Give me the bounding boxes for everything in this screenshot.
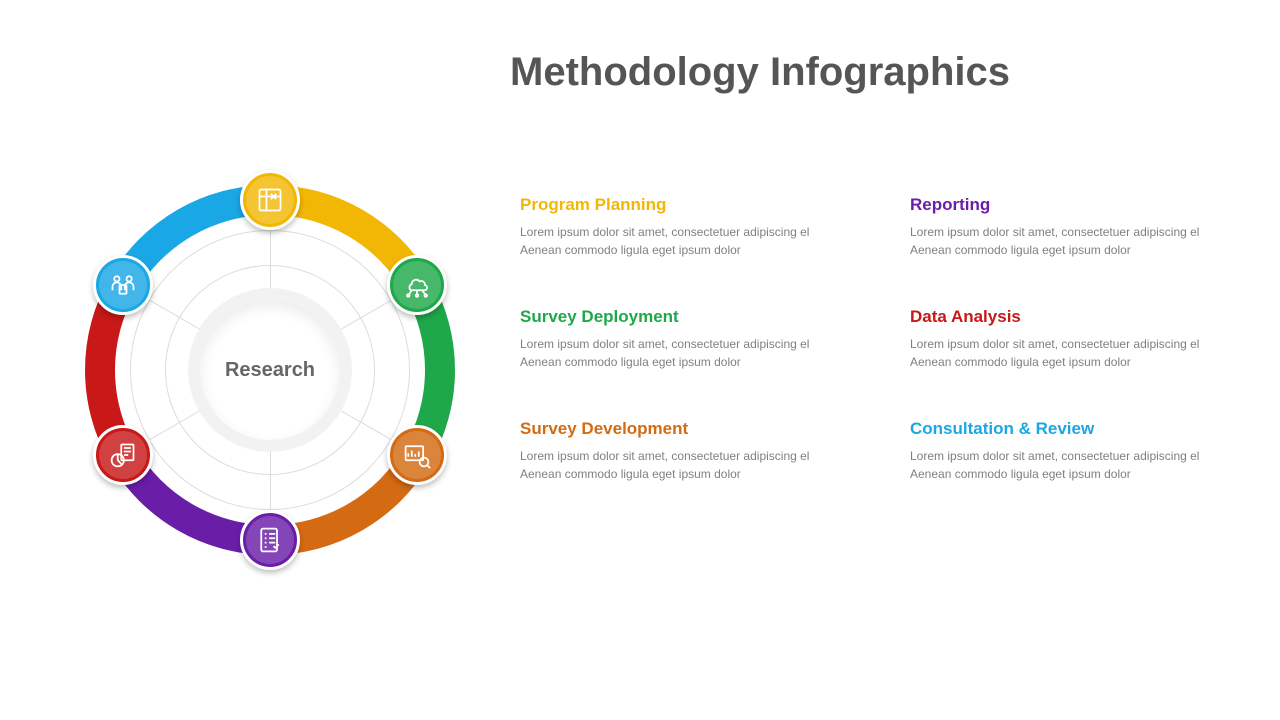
entry-body: Lorem ipsum dolor sit amet, consectetuer… bbox=[520, 335, 820, 371]
pie-doc-icon bbox=[99, 431, 147, 479]
analytics-icon bbox=[393, 431, 441, 479]
entry-title: Consultation & Review bbox=[910, 419, 1240, 439]
node-survey-development bbox=[387, 425, 447, 485]
entry-title: Survey Deployment bbox=[520, 307, 850, 327]
page-title: Methodology Infographics bbox=[510, 50, 1010, 95]
entry: Survey Deployment Lorem ipsum dolor sit a… bbox=[520, 307, 850, 371]
center-disc: Research bbox=[200, 300, 340, 440]
entry-title: Survey Development bbox=[520, 419, 850, 439]
entry-title: Reporting bbox=[910, 195, 1240, 215]
entry: Program Planning Lorem ipsum dolor sit am… bbox=[520, 195, 850, 259]
cloud-nodes-icon bbox=[393, 261, 441, 309]
node-survey-deployment bbox=[387, 255, 447, 315]
entry: Data Analysis Lorem ipsum dolor sit amet,… bbox=[910, 307, 1240, 371]
node-consultation bbox=[93, 255, 153, 315]
node-data-analysis bbox=[93, 425, 153, 485]
entry: Consultation & Review Lorem ipsum dolor s… bbox=[910, 419, 1240, 483]
node-reporting bbox=[240, 510, 300, 570]
checklist-icon bbox=[246, 516, 294, 564]
entry-title: Program Planning bbox=[520, 195, 850, 215]
entries-grid: Program Planning Lorem ipsum dolor sit am… bbox=[520, 195, 1240, 483]
entry-body: Lorem ipsum dolor sit amet, consectetuer… bbox=[910, 223, 1210, 259]
entry-body: Lorem ipsum dolor sit amet, consectetuer… bbox=[910, 335, 1210, 371]
entry-body: Lorem ipsum dolor sit amet, consectetuer… bbox=[520, 447, 820, 483]
entry-body: Lorem ipsum dolor sit amet, consectetuer… bbox=[910, 447, 1210, 483]
center-label: Research bbox=[225, 359, 315, 382]
node-program-planning bbox=[240, 170, 300, 230]
entry-body: Lorem ipsum dolor sit amet, consectetuer… bbox=[520, 223, 820, 259]
entry: Reporting Lorem ipsum dolor sit amet, con… bbox=[910, 195, 1240, 259]
entry-title: Data Analysis bbox=[910, 307, 1240, 327]
entry: Survey Development Lorem ipsum dolor sit … bbox=[520, 419, 850, 483]
people-icon bbox=[99, 261, 147, 309]
radial-diagram: Research bbox=[60, 160, 480, 580]
blueprint-icon bbox=[246, 176, 294, 224]
